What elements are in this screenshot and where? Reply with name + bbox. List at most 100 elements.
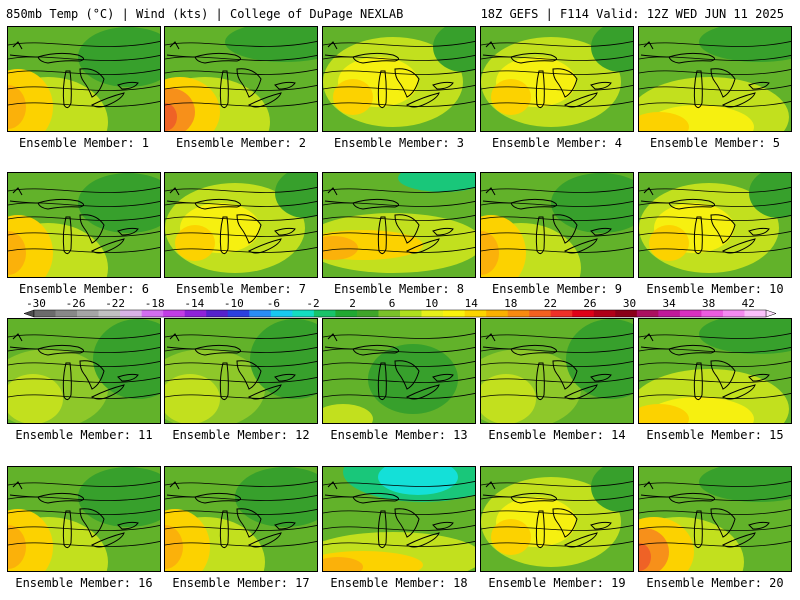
temperature-map xyxy=(8,27,160,131)
lake-huron xyxy=(79,360,105,390)
streamline xyxy=(481,494,633,501)
wind-streamlines xyxy=(323,480,475,547)
wind-streamlines xyxy=(481,332,633,399)
member-map xyxy=(7,318,161,424)
streamline xyxy=(165,376,317,383)
member-map xyxy=(164,318,318,424)
temperature-map xyxy=(8,467,160,571)
member-map xyxy=(480,172,634,278)
great-lakes-outline xyxy=(166,333,296,401)
colorbar-segment xyxy=(486,310,508,317)
streamline xyxy=(165,200,317,207)
border-line xyxy=(482,333,512,350)
wind-streamlines xyxy=(481,480,633,547)
lake-huron xyxy=(394,214,420,244)
lake-ontario xyxy=(274,227,296,236)
lake-huron xyxy=(236,214,262,244)
member-map xyxy=(638,318,792,424)
streamline xyxy=(639,200,791,207)
streamline xyxy=(323,494,475,501)
lake-huron xyxy=(552,508,578,538)
lake-huron xyxy=(236,508,262,538)
temp-zone xyxy=(591,27,633,72)
temp-zone xyxy=(8,85,26,129)
colorbar-segment xyxy=(227,310,250,317)
lake-erie xyxy=(722,238,756,254)
border-line xyxy=(640,333,670,350)
colorbar-arrow-left xyxy=(23,309,35,318)
great-lakes-outline xyxy=(9,187,139,255)
temp-zone xyxy=(175,225,215,261)
temp-zone xyxy=(93,319,160,399)
streamline xyxy=(323,200,475,207)
lake-superior xyxy=(668,344,715,356)
streamline xyxy=(8,200,160,207)
streamline xyxy=(481,376,633,383)
streamline xyxy=(323,186,475,193)
lake-superior xyxy=(510,492,557,504)
temperature-map xyxy=(639,173,791,277)
member-caption: Ensemble Member: 18 xyxy=(330,576,468,590)
streamline xyxy=(639,480,791,487)
border-line xyxy=(482,481,512,498)
colorbar-segment xyxy=(77,310,99,317)
lake-superior xyxy=(37,344,84,356)
lake-superior xyxy=(194,52,241,64)
lake-erie xyxy=(406,532,440,548)
wind-streamlines xyxy=(639,40,791,107)
colorbar-tick-label: 14 xyxy=(465,297,479,310)
streamline xyxy=(8,540,160,547)
streamline xyxy=(639,100,791,107)
temperature-map xyxy=(639,319,791,423)
temp-zone xyxy=(165,103,177,131)
temp-zone xyxy=(699,27,791,62)
streamline xyxy=(481,392,633,399)
streamline xyxy=(8,360,160,367)
member-map xyxy=(480,466,634,572)
lake-michigan xyxy=(377,362,387,401)
border-line xyxy=(640,481,670,498)
member-caption: Ensemble Member: 1 xyxy=(18,136,150,150)
colorbar-segment xyxy=(572,310,595,317)
great-lakes-outline xyxy=(166,187,296,255)
streamline xyxy=(481,40,633,47)
temp-zone xyxy=(323,557,363,571)
colorbar-segment xyxy=(120,310,142,317)
streamline xyxy=(8,54,160,61)
lake-erie xyxy=(91,532,125,548)
lake-michigan xyxy=(693,216,703,255)
colorbar-tick-label: -2 xyxy=(306,297,319,310)
lake-ontario xyxy=(432,521,454,530)
lake-erie xyxy=(722,92,756,108)
streamline xyxy=(639,84,791,91)
streamline xyxy=(639,40,791,47)
streamline xyxy=(165,246,317,253)
lake-superior xyxy=(510,198,557,210)
streamline xyxy=(165,480,317,487)
temp-zone xyxy=(491,519,531,555)
colorbar-tick-label: 6 xyxy=(389,297,396,310)
colorbar-segment xyxy=(615,310,638,317)
colorbar-arrow-right xyxy=(765,309,777,318)
streamline xyxy=(323,246,475,253)
member-map xyxy=(638,172,792,278)
lake-erie xyxy=(91,92,125,108)
colorbar-tick-label: -14 xyxy=(184,297,204,310)
colorbar-segment xyxy=(378,310,401,317)
colorbar-tick-label: 38 xyxy=(702,297,715,310)
member-caption: Ensemble Member: 3 xyxy=(333,136,465,150)
great-lakes-outline xyxy=(482,481,612,549)
lake-ontario xyxy=(274,521,296,530)
temp-zone xyxy=(165,374,220,423)
temp-zone xyxy=(368,344,458,414)
streamline xyxy=(8,246,160,253)
lake-michigan xyxy=(693,70,703,109)
lake-huron xyxy=(79,68,105,98)
lake-ontario xyxy=(748,227,770,236)
lake-ontario xyxy=(117,81,139,90)
streamline xyxy=(8,346,160,353)
streamline xyxy=(323,480,475,487)
streamline xyxy=(165,494,317,501)
colorbar-tick-label: 2 xyxy=(349,297,356,310)
lake-huron xyxy=(710,360,736,390)
